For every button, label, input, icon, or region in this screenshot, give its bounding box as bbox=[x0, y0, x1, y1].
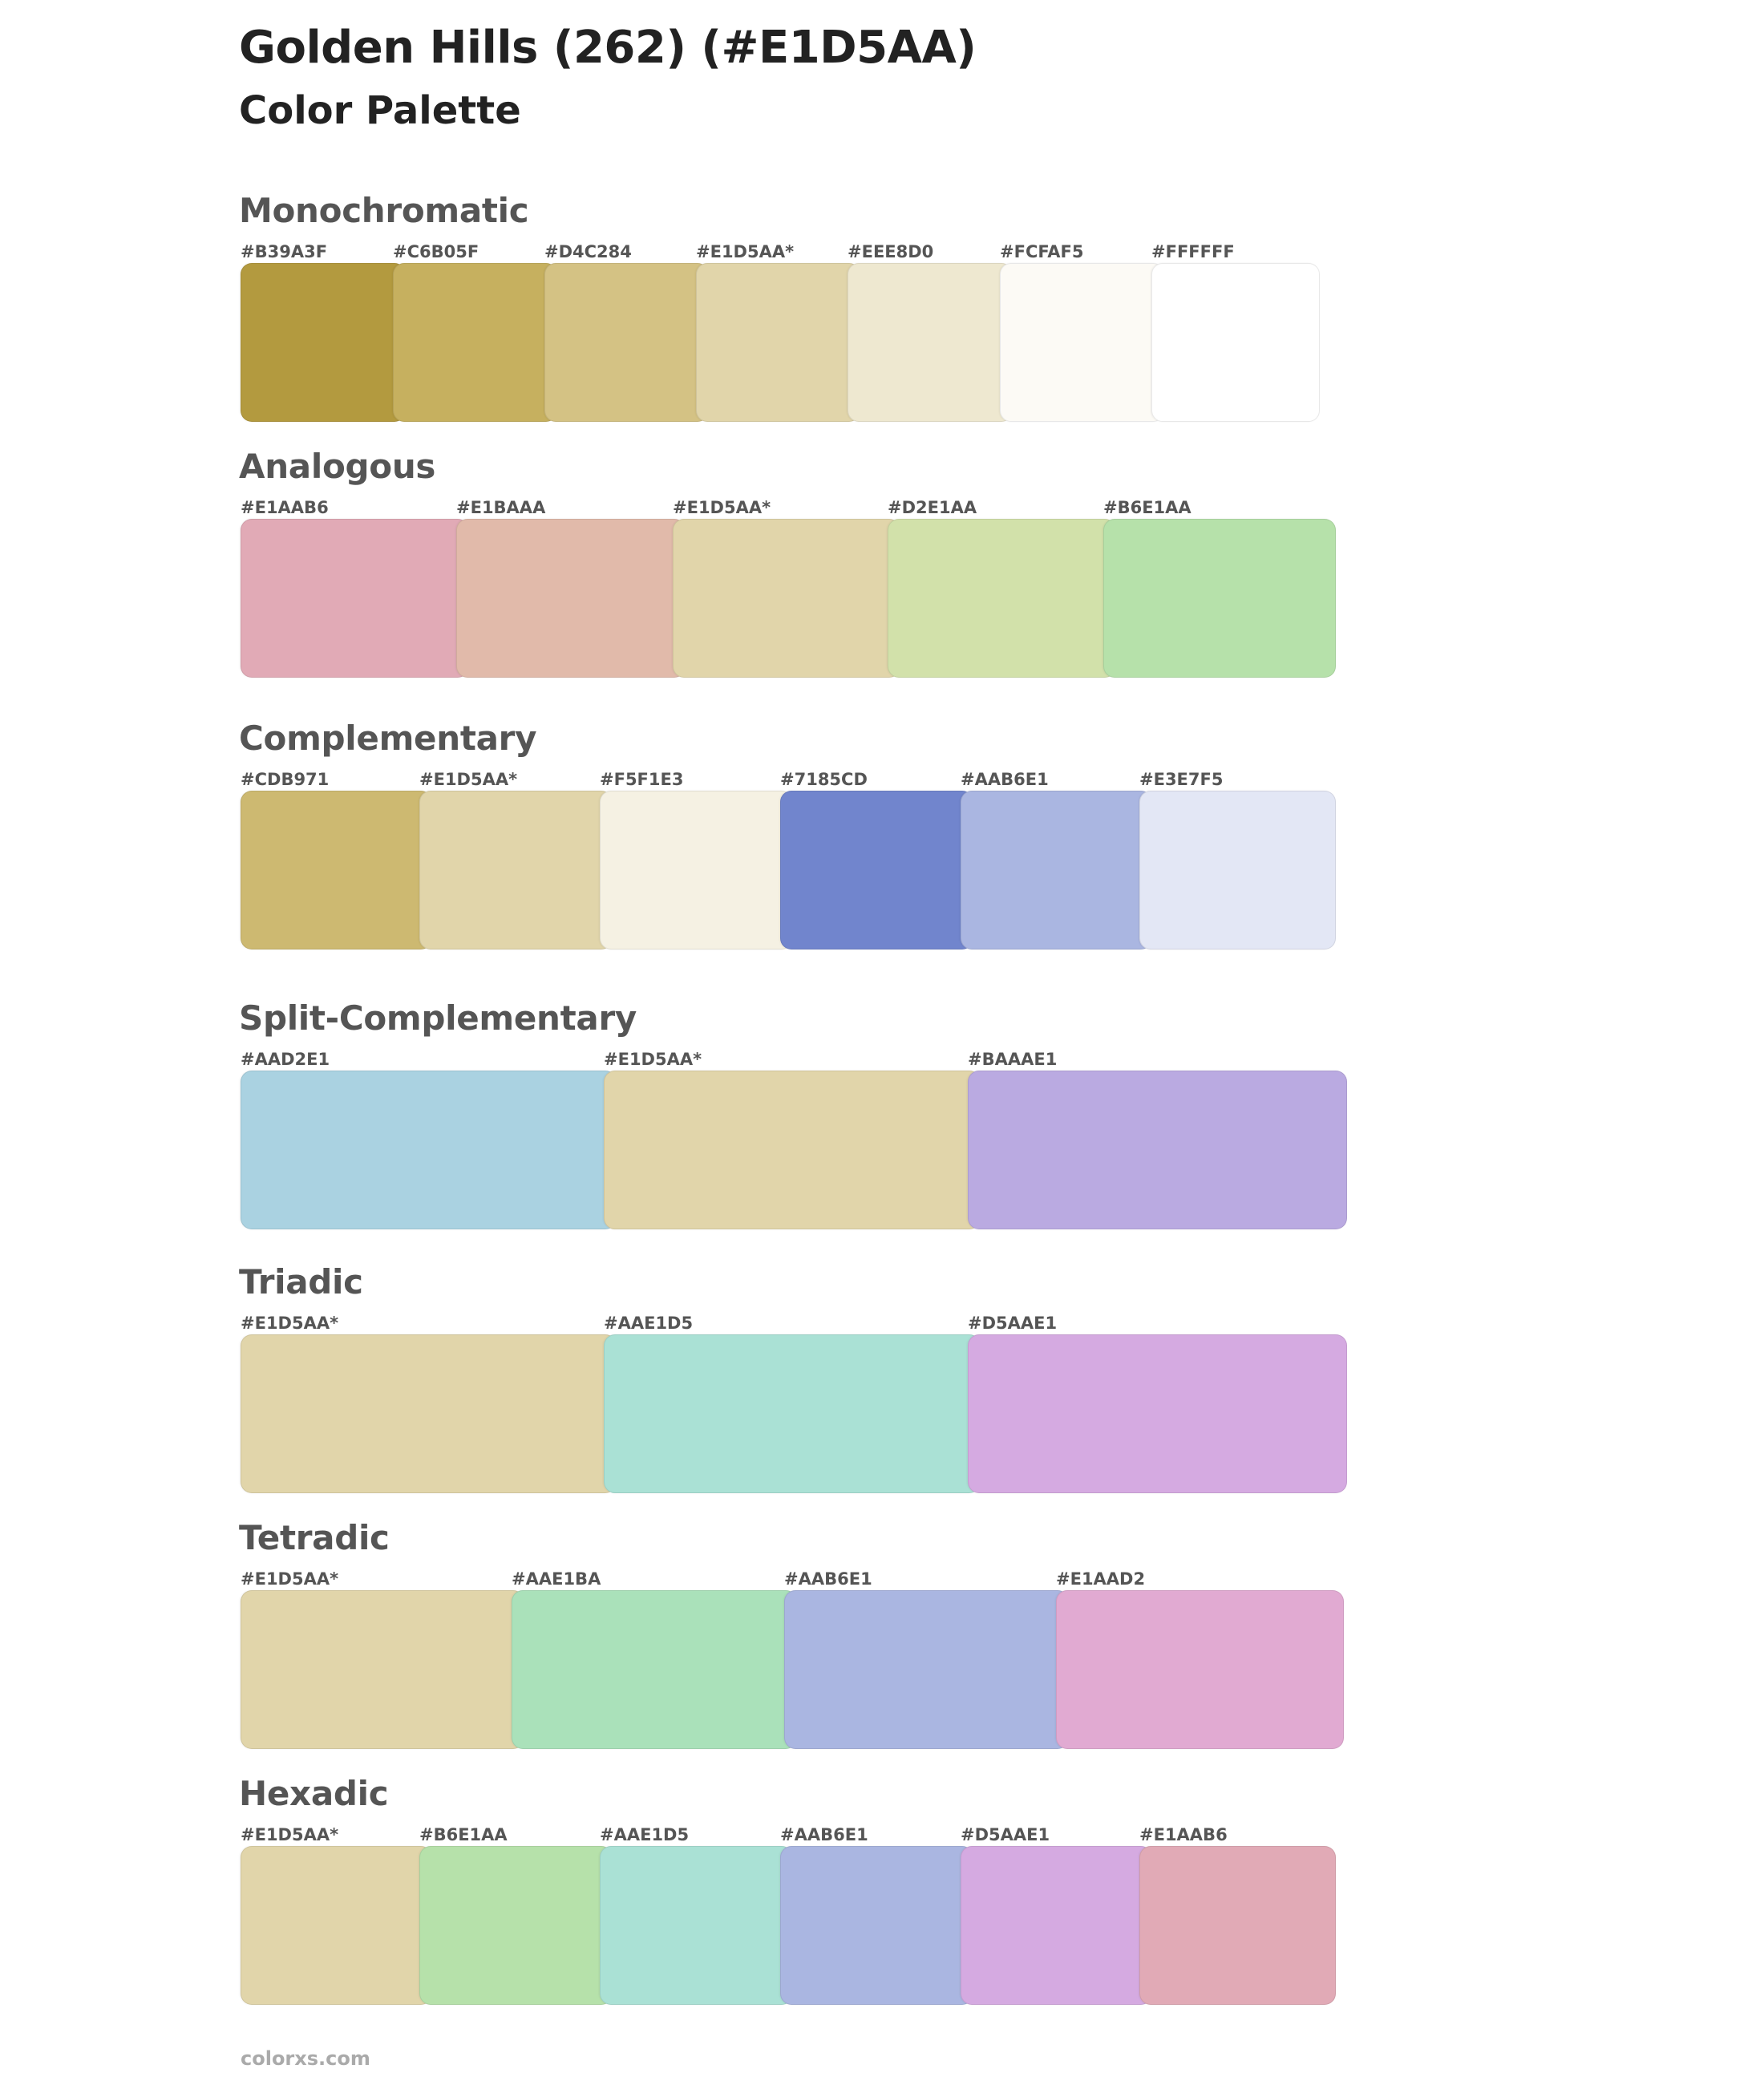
swatch-label: #E1D5AA* bbox=[241, 1314, 339, 1333]
color-swatch[interactable] bbox=[888, 519, 1116, 678]
color-swatch[interactable] bbox=[241, 1071, 617, 1229]
section-heading-hexadic: Hexadic bbox=[239, 1774, 389, 1813]
swatch-label: #D5AAE1 bbox=[968, 1314, 1058, 1333]
color-swatch[interactable] bbox=[1139, 791, 1336, 949]
swatch-label: #E1D5AA* bbox=[696, 242, 795, 261]
color-swatch[interactable] bbox=[600, 1846, 793, 2005]
swatch-label: #7185CD bbox=[780, 770, 868, 789]
color-swatch[interactable] bbox=[696, 263, 860, 422]
swatch-label: #AAE1D5 bbox=[600, 1825, 690, 1844]
color-swatch[interactable] bbox=[673, 519, 900, 678]
section-heading-monochromatic: Monochromatic bbox=[239, 191, 529, 230]
swatch-label: #AAD2E1 bbox=[241, 1050, 330, 1069]
color-swatch[interactable] bbox=[961, 1846, 1152, 2005]
swatch-label: #AAE1BA bbox=[512, 1569, 601, 1589]
color-swatch[interactable] bbox=[968, 1071, 1347, 1229]
color-swatch[interactable] bbox=[604, 1334, 981, 1493]
color-swatch[interactable] bbox=[1139, 1846, 1336, 2005]
color-swatch[interactable] bbox=[780, 791, 973, 949]
swatch-label: #F5F1E3 bbox=[600, 770, 684, 789]
swatch-label: #E1D5AA* bbox=[241, 1825, 339, 1844]
swatch-label: #B6E1AA bbox=[419, 1825, 508, 1844]
color-swatch[interactable] bbox=[968, 1334, 1347, 1493]
color-swatch[interactable] bbox=[241, 519, 469, 678]
swatch-label: #E3E7F5 bbox=[1139, 770, 1224, 789]
section-heading-split-complementary: Split-Complementary bbox=[239, 998, 637, 1038]
color-swatch[interactable] bbox=[241, 263, 406, 422]
color-swatch[interactable] bbox=[780, 1846, 973, 2005]
color-swatch[interactable] bbox=[241, 1334, 617, 1493]
color-swatch[interactable] bbox=[241, 791, 432, 949]
swatch-label: #B6E1AA bbox=[1103, 498, 1192, 517]
swatch-label: #CDB971 bbox=[241, 770, 330, 789]
color-swatch[interactable] bbox=[784, 1590, 1069, 1749]
swatch-label: #AAB6E1 bbox=[780, 1825, 868, 1844]
swatch-label: #E1D5AA* bbox=[673, 498, 771, 517]
section-heading-complementary: Complementary bbox=[239, 719, 537, 758]
swatch-label: #E1D5AA* bbox=[419, 770, 518, 789]
color-swatch[interactable] bbox=[1151, 263, 1320, 422]
swatch-label: #FCFAF5 bbox=[1000, 242, 1084, 261]
color-swatch[interactable] bbox=[241, 1590, 524, 1749]
swatch-label: #BAAAE1 bbox=[968, 1050, 1058, 1069]
color-swatch[interactable] bbox=[1103, 519, 1336, 678]
swatch-label: #AAE1D5 bbox=[604, 1314, 694, 1333]
color-swatch[interactable] bbox=[961, 791, 1152, 949]
swatch-label: #AAB6E1 bbox=[784, 1569, 872, 1589]
swatch-label: #B39A3F bbox=[241, 242, 328, 261]
color-swatch[interactable] bbox=[1000, 263, 1164, 422]
color-swatch[interactable] bbox=[1056, 1590, 1344, 1749]
color-swatch[interactable] bbox=[456, 519, 686, 678]
color-swatch[interactable] bbox=[419, 791, 613, 949]
swatch-label: #E1AAB6 bbox=[241, 498, 329, 517]
color-swatch[interactable] bbox=[604, 1071, 981, 1229]
color-swatch[interactable] bbox=[393, 263, 557, 422]
section-heading-tetradic: Tetradic bbox=[239, 1518, 390, 1557]
swatch-label: #C6B05F bbox=[393, 242, 479, 261]
page-subtitle: Color Palette bbox=[239, 88, 521, 133]
site-credit-link[interactable]: colorxs.com bbox=[241, 2047, 370, 2070]
section-heading-triadic: Triadic bbox=[239, 1262, 363, 1302]
swatch-label: #E1D5AA* bbox=[604, 1050, 702, 1069]
swatch-label: #FFFFFF bbox=[1151, 242, 1235, 261]
color-swatch[interactable] bbox=[848, 263, 1013, 422]
swatch-label: #E1AAD2 bbox=[1056, 1569, 1146, 1589]
swatch-label: #EEE8D0 bbox=[848, 242, 934, 261]
swatch-label: #D4C284 bbox=[544, 242, 632, 261]
swatch-label: #E1D5AA* bbox=[241, 1569, 339, 1589]
page-title: Golden Hills (262) (#E1D5AA) bbox=[239, 22, 977, 74]
color-swatch[interactable] bbox=[241, 1846, 432, 2005]
section-heading-analogous: Analogous bbox=[239, 447, 436, 486]
color-swatch[interactable] bbox=[419, 1846, 613, 2005]
color-swatch[interactable] bbox=[544, 263, 709, 422]
swatch-label: #E1AAB6 bbox=[1139, 1825, 1228, 1844]
color-swatch[interactable] bbox=[600, 791, 793, 949]
color-swatch[interactable] bbox=[512, 1590, 797, 1749]
swatch-label: #D5AAE1 bbox=[961, 1825, 1050, 1844]
swatch-label: #E1BAAA bbox=[456, 498, 546, 517]
swatch-label: #AAB6E1 bbox=[961, 770, 1049, 789]
swatch-label: #D2E1AA bbox=[888, 498, 977, 517]
